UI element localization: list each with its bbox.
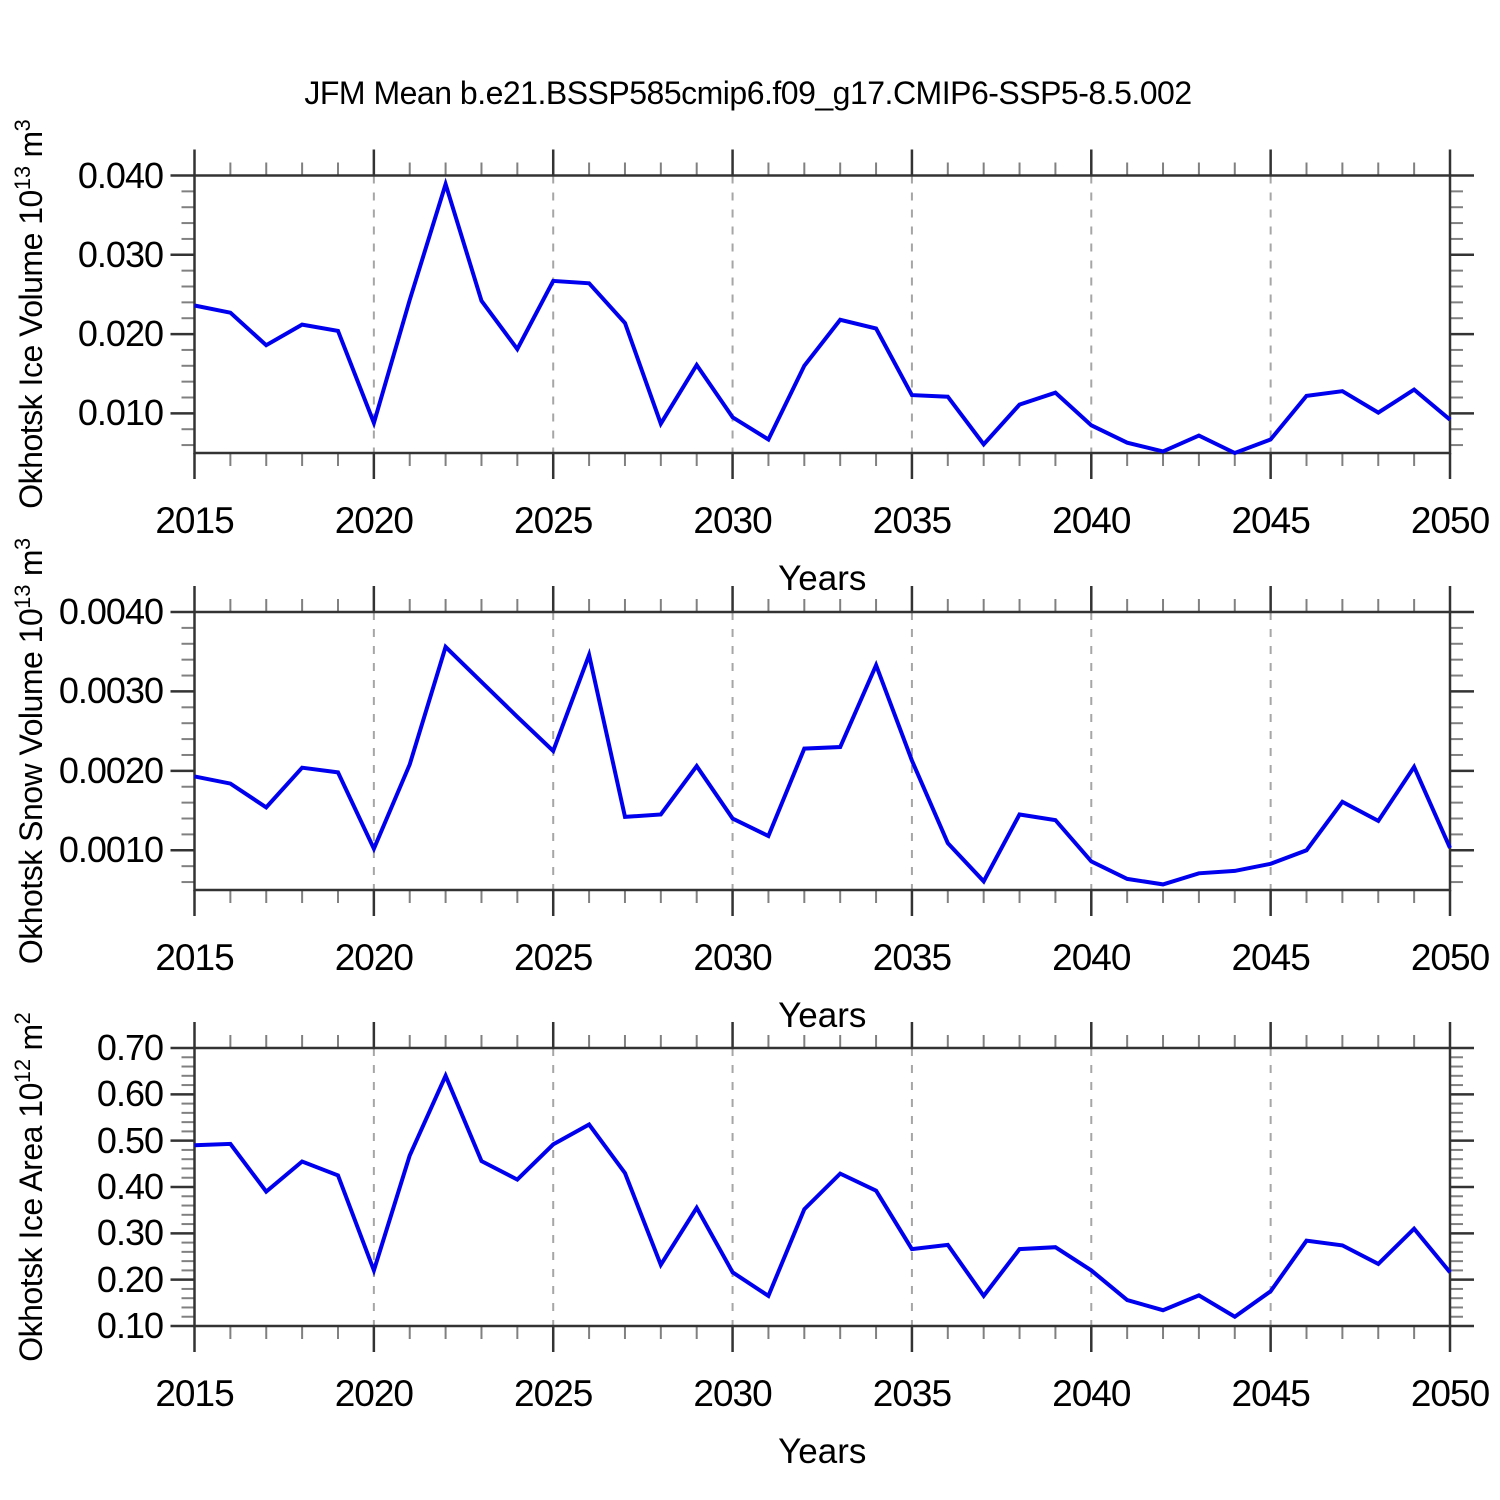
x-tick-label: 2045 bbox=[1231, 500, 1310, 541]
series-line-1 bbox=[194, 177, 1452, 456]
y-axis-title-superscript: 13 bbox=[10, 584, 36, 609]
chart-1 bbox=[170, 149, 1474, 479]
plot-frame-3 bbox=[193, 1046, 1452, 1328]
y-tick-label: 0.10 bbox=[96, 1305, 164, 1346]
y-tick-label: 0.0040 bbox=[58, 591, 164, 632]
x-tick-label: 2035 bbox=[872, 1373, 952, 1414]
y-axis-title-text: Okhotsk Ice Area 10 bbox=[12, 1083, 49, 1362]
y-tick-label: 0.010 bbox=[77, 392, 164, 434]
y-tick-label: 0.70 bbox=[96, 1027, 164, 1068]
x-tick-label: 2030 bbox=[693, 1373, 772, 1414]
x-tick-label: 2030 bbox=[693, 937, 772, 978]
x-tick-label: 2045 bbox=[1231, 937, 1310, 978]
x-tick-label: 2020 bbox=[334, 937, 414, 978]
y-axis-title-superscript: 2 bbox=[10, 1012, 36, 1025]
x-axis-title: Years bbox=[778, 996, 867, 1035]
y-tick-label: 0.030 bbox=[77, 233, 164, 275]
y-tick-label: 0.20 bbox=[96, 1258, 164, 1300]
x-tick-label: 2015 bbox=[155, 500, 234, 541]
x-tick-label: 2025 bbox=[514, 500, 593, 541]
chart-3 bbox=[170, 1022, 1474, 1352]
x-tick-label: 2035 bbox=[872, 500, 952, 541]
y-tick-label: 0.40 bbox=[96, 1166, 164, 1207]
y-axis-title: Okhotsk Snow Volume 1013 m3 bbox=[10, 538, 50, 964]
x-tick-label: 2025 bbox=[514, 937, 593, 978]
y-tick-label: 0.0020 bbox=[58, 749, 164, 791]
plot-frame-1 bbox=[193, 174, 1452, 455]
y-axis-title: Okhotsk Ice Volume 1013 m3 bbox=[10, 120, 50, 509]
x-tick-label: 2020 bbox=[334, 500, 414, 541]
page-title: JFM Mean b.e21.BSSP585cmip6.f09_g17.CMIP… bbox=[304, 75, 1192, 111]
x-tick-label: 2025 bbox=[514, 1373, 593, 1414]
y-tick-label: 0.50 bbox=[96, 1119, 164, 1161]
y-axis-title-text: Okhotsk Ice Volume 10 bbox=[12, 190, 49, 509]
chart-2 bbox=[170, 586, 1474, 916]
y-axis-title-text: m bbox=[12, 1024, 49, 1059]
x-tick-label: 2050 bbox=[1410, 500, 1490, 541]
y-axis-title-superscript: 12 bbox=[10, 1058, 36, 1084]
y-axis-title: Okhotsk Ice Area 1012 m2 bbox=[10, 1012, 50, 1362]
x-tick-label: 2050 bbox=[1410, 937, 1490, 978]
y-axis-title-superscript: 13 bbox=[10, 166, 36, 191]
x-tick-label: 2040 bbox=[1052, 937, 1131, 978]
x-tick-label: 2030 bbox=[693, 500, 772, 541]
y-axis-title-text: Okhotsk Snow Volume 10 bbox=[12, 608, 49, 965]
y-tick-label: 0.0030 bbox=[58, 670, 164, 712]
y-tick-label: 0.60 bbox=[96, 1073, 164, 1115]
y-axis-title-superscript: 3 bbox=[10, 119, 36, 132]
series-line-3 bbox=[194, 1070, 1452, 1320]
x-axis-title: Years bbox=[778, 559, 867, 598]
x-tick-label: 2045 bbox=[1231, 1373, 1310, 1414]
y-tick-label: 0.30 bbox=[96, 1212, 164, 1254]
x-tick-label: 2040 bbox=[1052, 1373, 1131, 1414]
y-tick-label: 0.040 bbox=[77, 154, 164, 196]
y-axis-title-text: m bbox=[12, 131, 49, 167]
x-tick-label: 2035 bbox=[872, 937, 952, 978]
x-tick-label: 2040 bbox=[1052, 500, 1131, 541]
y-tick-label: 0.0010 bbox=[58, 829, 164, 871]
x-tick-label: 2050 bbox=[1410, 1373, 1490, 1414]
y-tick-label: 0.020 bbox=[77, 313, 164, 355]
y-axis-title-superscript: 3 bbox=[10, 537, 36, 550]
y-axis-title-text: m bbox=[12, 549, 49, 585]
x-tick-label: 2015 bbox=[155, 1373, 234, 1414]
x-tick-label: 2020 bbox=[334, 1373, 414, 1414]
x-tick-label: 2015 bbox=[155, 937, 234, 978]
series-line-2 bbox=[194, 643, 1452, 887]
x-axis-title: Years bbox=[778, 1432, 867, 1471]
plot-frame-2 bbox=[193, 610, 1452, 892]
